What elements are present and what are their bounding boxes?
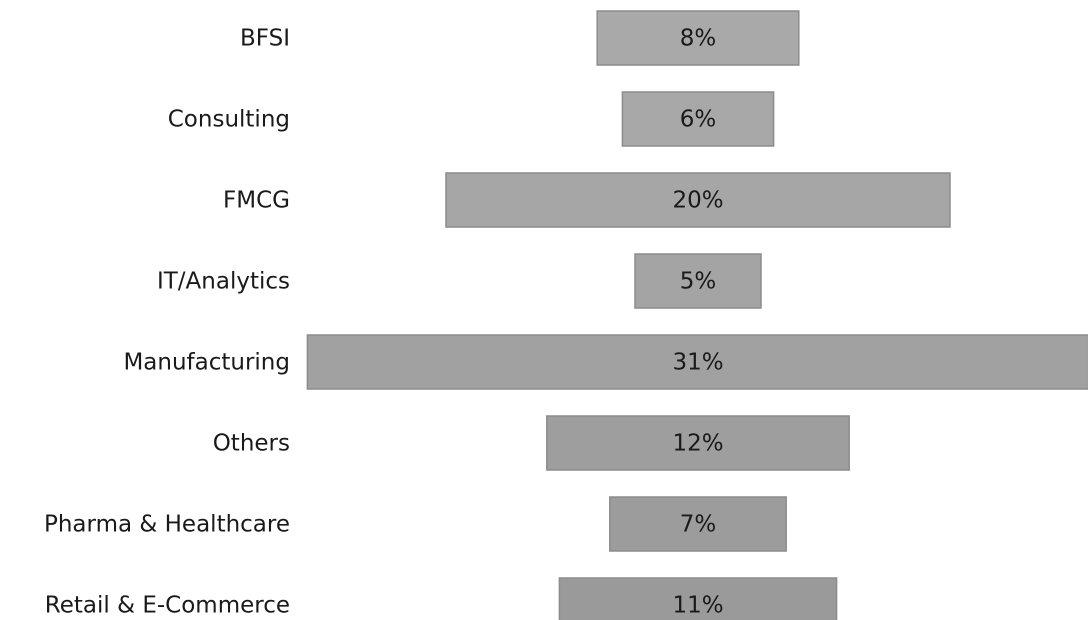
funnel-bar <box>306 334 1088 390</box>
value-label: 7% <box>680 512 717 538</box>
category-label: Pharma & Healthcare <box>44 512 290 538</box>
category-label: Manufacturing <box>123 350 290 376</box>
category-label: Consulting <box>168 107 290 133</box>
funnel-bar <box>445 172 951 228</box>
value-label: 11% <box>672 593 723 619</box>
funnel-bar <box>609 496 787 552</box>
value-label: 5% <box>680 269 717 295</box>
category-label: BFSI <box>240 26 290 52</box>
value-label: 8% <box>680 26 717 52</box>
category-label: IT/Analytics <box>157 269 290 295</box>
value-label: 6% <box>680 107 717 133</box>
category-label: Others <box>213 431 290 457</box>
funnel-bar <box>621 91 775 147</box>
value-label: 12% <box>672 431 723 457</box>
value-label: 31% <box>672 350 723 376</box>
funnel-bar <box>546 415 850 471</box>
category-label: Retail & E-Commerce <box>45 593 290 619</box>
funnel-bar <box>634 253 762 309</box>
value-label: 20% <box>672 188 723 214</box>
funnel-bar <box>596 10 800 66</box>
category-label: FMCG <box>223 188 290 214</box>
funnel-bar <box>558 577 838 620</box>
